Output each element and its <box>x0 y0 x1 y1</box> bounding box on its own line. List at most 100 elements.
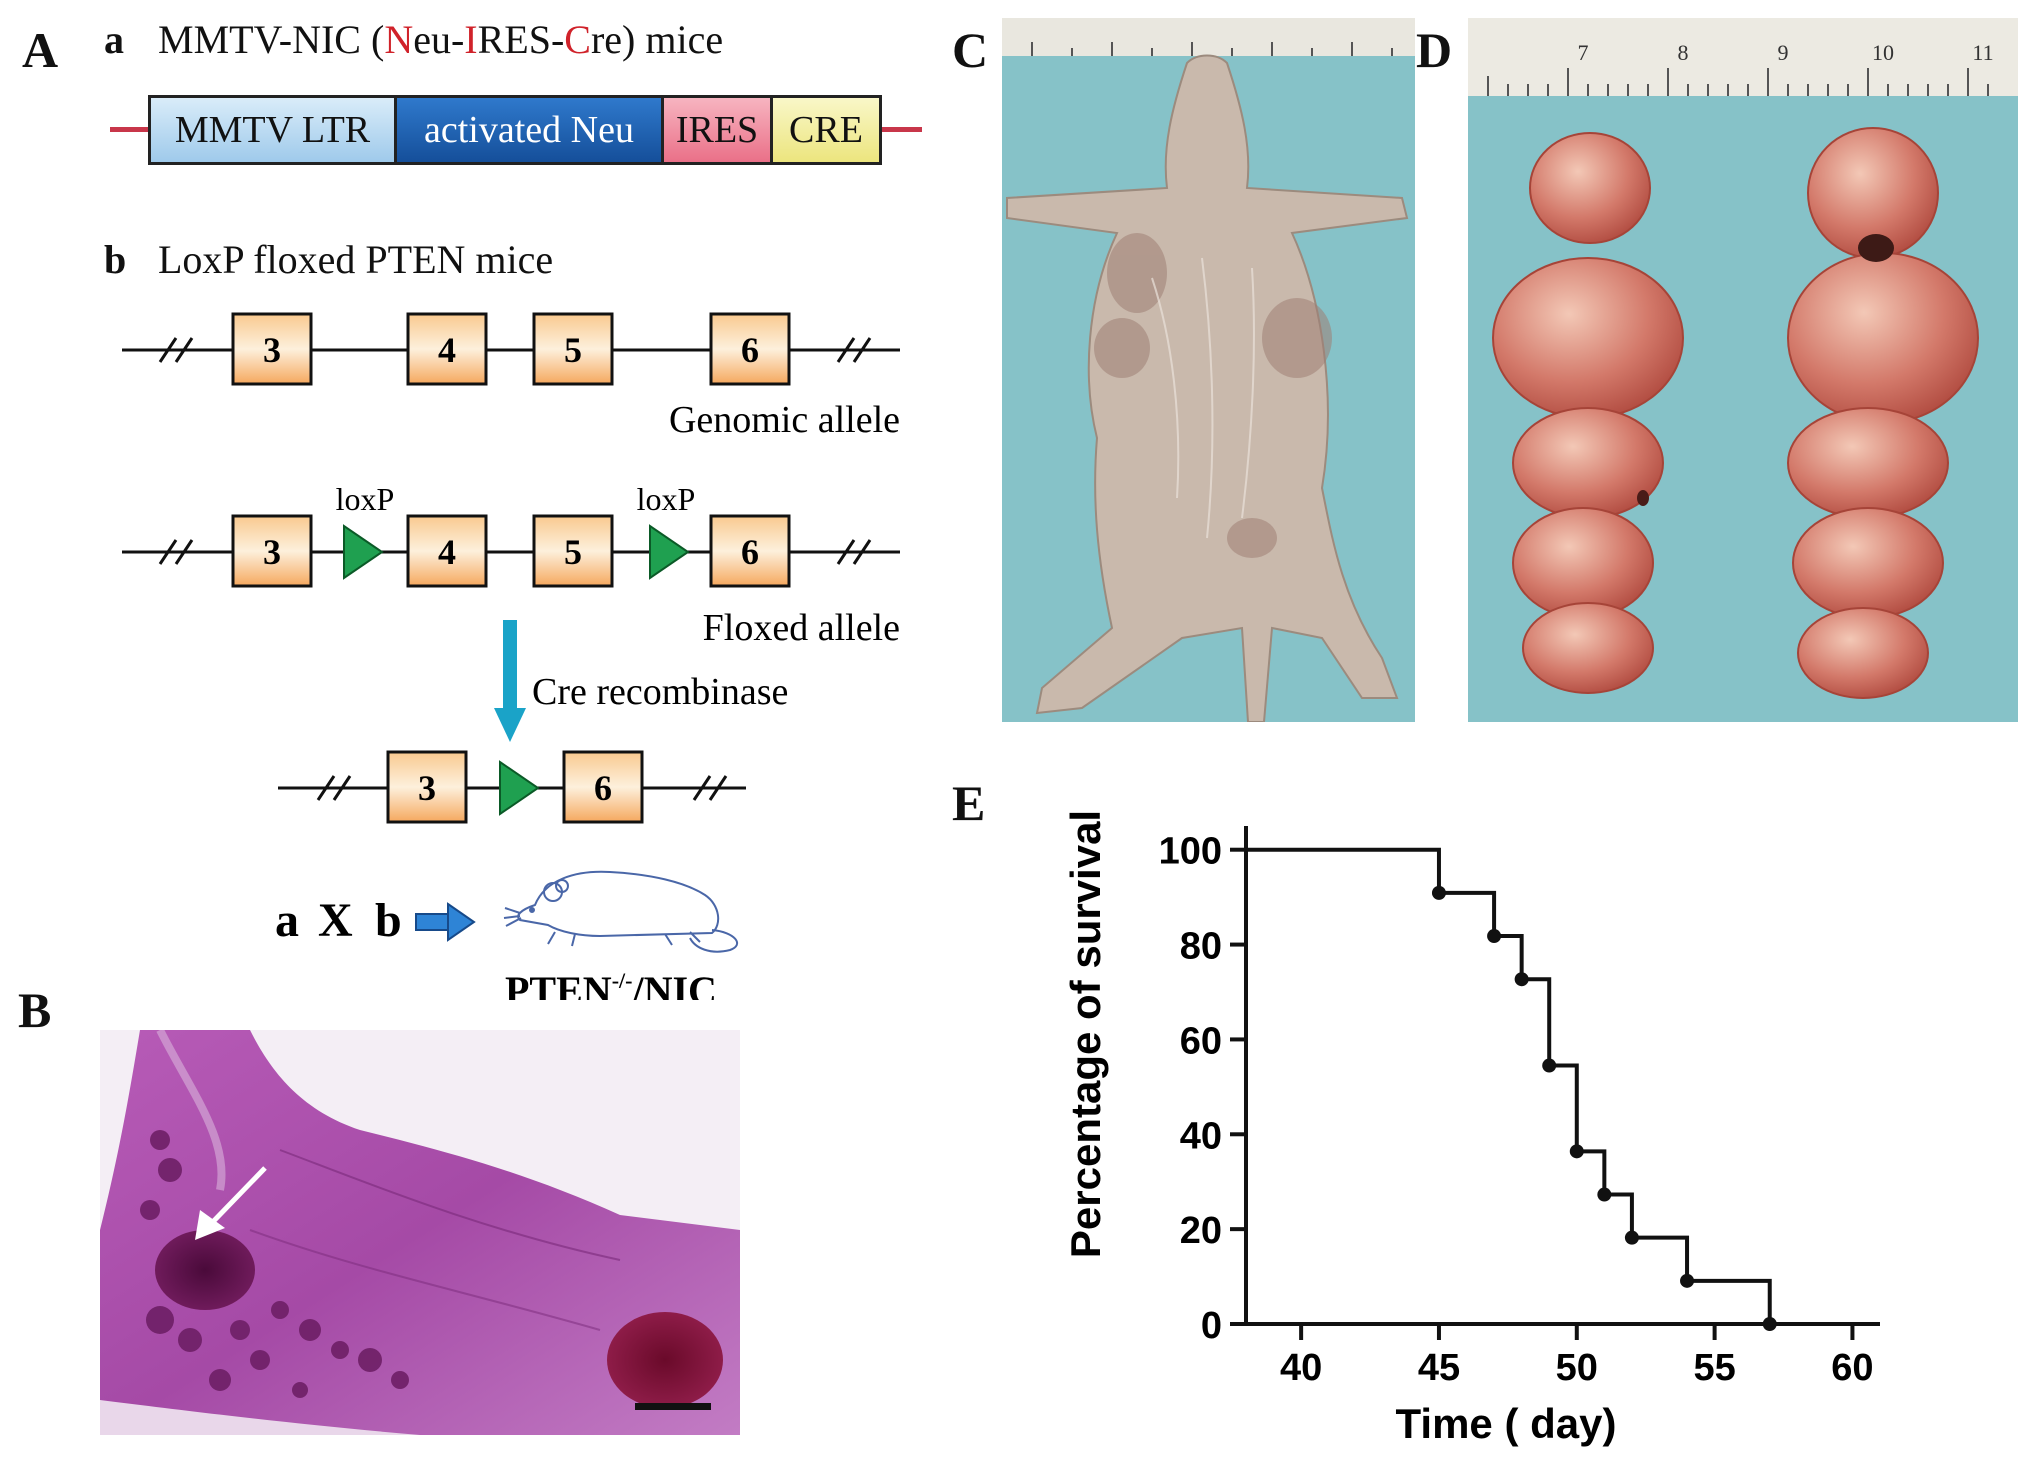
svg-text:4: 4 <box>438 532 456 572</box>
svg-text:3: 3 <box>263 330 281 370</box>
svg-text:6: 6 <box>594 768 612 808</box>
exon-6: 6 <box>709 312 791 386</box>
construct-a-title-eu: eu- <box>413 17 465 62</box>
lymph-node <box>607 1312 723 1408</box>
loxp-label-1: loxP <box>336 481 395 517</box>
construct-b-title: LoxP floxed PTEN mice <box>158 237 554 282</box>
svg-text:5: 5 <box>564 330 582 370</box>
cre-recombinase-label: Cre recombinase <box>532 671 788 713</box>
event-point-1 <box>1487 929 1502 944</box>
y-tick-label-20: 20 <box>1180 1210 1222 1252</box>
event-point-8 <box>1762 1317 1777 1331</box>
floxed-exon-3: 3 <box>231 514 313 588</box>
svg-text:6: 6 <box>741 532 759 572</box>
construct-a-title-n: N <box>384 17 414 62</box>
segment-cre: CRE <box>773 98 879 162</box>
ruler-number-11: 11 <box>1972 40 1993 65</box>
svg-text:3: 3 <box>418 768 436 808</box>
y-tick-label-0: 0 <box>1201 1305 1222 1347</box>
panel-e-letter: E <box>952 775 986 831</box>
svg-text:6: 6 <box>741 330 759 370</box>
y-tick-label-40: 40 <box>1180 1115 1222 1157</box>
x-axis-label: Time ( day) <box>1396 1400 1617 1447</box>
construct-a-title-i: I <box>464 17 478 62</box>
chart-ticks: 0 20 40 60 80 100 40 45 50 55 60 <box>1159 831 1874 1389</box>
tumor-photo: 7 8 9 10 11 <box>1468 18 2018 722</box>
survival-chart: 0 20 40 60 80 100 40 45 50 55 60 Percentage of sur… <box>1062 810 1880 1447</box>
construct-a-title: MMTV-NIC (Neu-IRES-Cre) mice <box>158 20 723 60</box>
x-tick-label-45: 45 <box>1418 1347 1460 1389</box>
floxed-allele-caption: Floxed allele <box>703 607 900 649</box>
pten-allele-diagram: 3 4 5 6 Genomic allele 3 loxP 4 5 loxP 6… <box>122 312 900 1000</box>
whole-mount-image <box>100 1030 740 1435</box>
construct-a-label: a <box>104 17 124 62</box>
x-tick-label-60: 60 <box>1831 1347 1873 1389</box>
chart-axes <box>1244 826 1880 1326</box>
exon-5: 5 <box>532 312 614 386</box>
recombined-exon-6: 6 <box>562 750 644 824</box>
x-tick-label-55: 55 <box>1693 1347 1735 1389</box>
floxed-exon-6: 6 <box>709 514 791 588</box>
x-tick-label-40: 40 <box>1280 1347 1322 1389</box>
cross-arrow-icon <box>415 902 476 942</box>
svg-text:4: 4 <box>438 330 456 370</box>
y-tick-label-80: 80 <box>1180 926 1222 968</box>
tumor-chain-left <box>1492 132 1684 694</box>
construct-a-title-prefix: MMTV-NIC ( <box>158 17 385 62</box>
cross-result-nic: /NIC <box>631 968 716 1000</box>
event-point-3 <box>1542 1058 1557 1073</box>
loxp-site-remaining <box>499 760 540 816</box>
event-point-7 <box>1680 1273 1695 1288</box>
scale-bar <box>635 1403 711 1410</box>
floxed-allele: 3 loxP 4 5 loxP 6 Floxed allele <box>122 481 900 649</box>
segment-ires: IRES <box>664 98 773 162</box>
exon-3: 3 <box>231 312 313 386</box>
panel-b-letter: B <box>18 982 52 1038</box>
genomic-allele-caption: Genomic allele <box>669 399 900 441</box>
cross-result-sup: -/- <box>612 968 633 993</box>
loxp-label-2: loxP <box>637 481 696 517</box>
panel-d-letter: D <box>1416 22 1453 78</box>
construct-b-label: b <box>104 237 127 282</box>
cross-result-pten: PTEN <box>505 968 612 1000</box>
exon-4: 4 <box>406 312 488 386</box>
panel-c-letter: C <box>952 22 989 78</box>
event-point-4 <box>1569 1144 1584 1159</box>
y-axis-label: Percentage of survival <box>1062 810 1109 1258</box>
loxp-site-2 <box>649 524 690 580</box>
mouse-icon <box>503 870 738 953</box>
cross-result: PTEN-/-/NIC <box>505 968 717 1000</box>
segment-mmtv-ltr: MMTV LTR <box>151 98 397 162</box>
ruler-number-7: 7 <box>1578 40 1589 65</box>
cross-a: a <box>275 894 299 947</box>
ruler-d <box>1468 18 2018 96</box>
cross-b: b <box>375 894 402 947</box>
panel-a-letter: A <box>22 22 59 78</box>
cre-arrow: Cre recombinase <box>494 620 788 742</box>
cross-x: X <box>318 894 353 947</box>
break-mark-right <box>836 337 856 363</box>
arrow-icon <box>203 1166 267 1232</box>
ruler-c <box>1002 18 1415 56</box>
break-mark-left <box>158 337 178 363</box>
event-point-0 <box>1431 885 1446 900</box>
ruler-number-10: 10 <box>1872 40 1894 65</box>
event-point-2 <box>1514 972 1529 987</box>
x-tick-label-50: 50 <box>1556 1347 1598 1389</box>
construct-a-box: MMTV LTR activated Neu IRES CRE <box>148 95 882 165</box>
cross-line: a X b PTEN-/-/NIC <box>275 870 738 1000</box>
floxed-exon-4: 4 <box>406 514 488 588</box>
survival-curve-0 <box>1246 847 1772 1324</box>
construct-a-title-suffix: re) mice <box>590 17 724 62</box>
segment-activated-neu: activated Neu <box>397 98 664 162</box>
event-point-6 <box>1624 1230 1639 1245</box>
mouse-photo <box>1002 18 1415 722</box>
ruler-number-9: 9 <box>1778 40 1789 65</box>
y-tick-label-60: 60 <box>1180 1020 1222 1062</box>
recombined-exon-3: 3 <box>386 750 468 824</box>
y-tick-label-100: 100 <box>1159 831 1222 873</box>
construct-a-title-c: C <box>564 17 591 62</box>
recombined-allele: 3 6 <box>278 750 746 824</box>
construct-a-title-res: RES- <box>477 17 565 62</box>
genomic-allele: 3 4 5 6 Genomic allele <box>122 312 900 441</box>
